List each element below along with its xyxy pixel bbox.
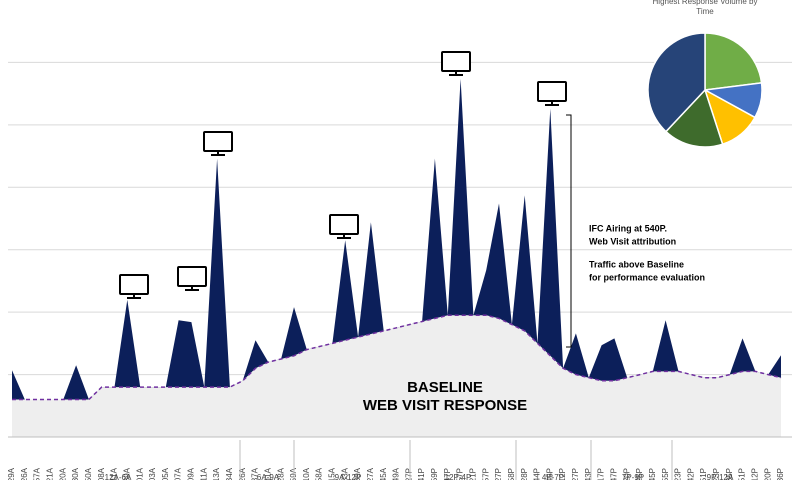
x-tick-label: 12:59P bbox=[430, 468, 439, 480]
x-tick-label: 6:43P bbox=[584, 468, 593, 480]
group-label: 12A-6A bbox=[105, 473, 132, 480]
annotation: Traffic above Baseline bbox=[589, 259, 684, 269]
x-tick-label: 12:29A bbox=[7, 467, 16, 480]
area bbox=[12, 315, 781, 437]
annotation: BASELINE bbox=[407, 379, 483, 396]
annotation: for performance evaluation bbox=[589, 272, 705, 282]
x-tick-label: 1:57P bbox=[456, 468, 465, 480]
pie-title: Highest Response Volume by Time bbox=[652, 0, 758, 16]
x-tick-label: 8:28A bbox=[276, 467, 285, 480]
group-label: 6A-9A bbox=[257, 473, 280, 480]
x-tick-label: 3:20A bbox=[58, 467, 67, 480]
x-tick-label: 12:41P bbox=[417, 468, 426, 480]
x-tick-label: 9:51P bbox=[699, 468, 708, 480]
x-tick-label: 11:36P bbox=[776, 468, 785, 480]
x-tick-label: 9:42P bbox=[686, 468, 695, 480]
x-tick-label: 7:17P bbox=[597, 468, 606, 480]
x-tick-label: 11:49A bbox=[392, 467, 401, 480]
x-tick-label: 10:39A bbox=[353, 467, 362, 480]
x-tick-label: 2:21P bbox=[469, 468, 478, 480]
x-tick-label: 11:45A bbox=[379, 467, 388, 480]
x-tick-label: 5:09A bbox=[187, 467, 196, 480]
group-label: 7P-9P bbox=[622, 473, 644, 480]
x-tick-label: 5:03A bbox=[148, 467, 157, 480]
x-tick-label: 1:26A bbox=[20, 467, 29, 480]
group-label: 9P-12A bbox=[707, 473, 734, 480]
x-tick-label: 5:01A bbox=[135, 467, 144, 480]
x-tick-label: 5:05A bbox=[161, 467, 170, 480]
pie-slice bbox=[704, 32, 763, 91]
annotation: WEB VISIT RESPONSE bbox=[363, 397, 527, 414]
x-tick-label: 5:13A bbox=[212, 467, 221, 480]
x-tick-label: 4:39A bbox=[122, 467, 131, 480]
x-tick-label: 3:50A bbox=[84, 467, 93, 480]
x-tick-label: 8:11A bbox=[263, 467, 272, 480]
x-tick-label: 8:25P bbox=[635, 468, 644, 480]
x-tick-label: 7:37A bbox=[251, 467, 260, 480]
x-tick-label: 5:45P bbox=[545, 468, 554, 480]
x-tick-label: 7:47P bbox=[609, 468, 618, 480]
x-tick-label: 9:23P bbox=[674, 468, 683, 480]
x-tick-label: 4:44P bbox=[533, 468, 542, 480]
pie-slice bbox=[664, 88, 724, 148]
x-tick-label: 9:58A bbox=[315, 467, 324, 480]
x-tick-label: 6:12P bbox=[558, 468, 567, 480]
x-tick-label: 5:34A bbox=[225, 467, 234, 480]
x-tick-label: 10:51P bbox=[738, 468, 747, 480]
group-label: 12P-4P bbox=[445, 473, 472, 480]
x-tick-label: 11:27A bbox=[366, 467, 375, 480]
annotation: Web Visit attribution bbox=[589, 236, 676, 246]
x-tick-label: 8:45P bbox=[648, 468, 657, 480]
x-tick-label: 10:33A bbox=[340, 467, 349, 480]
x-tick-label: 4:08A bbox=[97, 467, 106, 480]
group-label: 4P-7P bbox=[542, 473, 564, 480]
bracket bbox=[566, 114, 572, 348]
x-tick-label: 11:20P bbox=[763, 468, 772, 480]
x-tick-label: 2:21A bbox=[46, 467, 55, 480]
x-tick-label: 10:35P bbox=[725, 468, 734, 480]
x-tick-label: 1:47P bbox=[443, 468, 452, 480]
x-tick-label: 2:57P bbox=[481, 468, 490, 480]
x-tick-label: 10:15A bbox=[328, 467, 337, 480]
x-tick-label: 5:07A bbox=[174, 467, 183, 480]
group-label: 9A-12P bbox=[335, 473, 362, 480]
x-tick-label: 11:12P bbox=[750, 468, 759, 480]
x-tick-label: 4:28P bbox=[520, 468, 529, 480]
x-tick-label: 6:27P bbox=[571, 468, 580, 480]
x-tick-label: 1:57A bbox=[33, 467, 42, 480]
x-tick-label: 7:26A bbox=[238, 467, 247, 480]
pie-slice bbox=[647, 32, 706, 133]
tv-icons bbox=[119, 51, 567, 299]
x-tick-label: 8:20P bbox=[622, 468, 631, 480]
x-tick-label: 12:27P bbox=[404, 468, 413, 480]
x-tick-label: 3:30A bbox=[71, 467, 80, 480]
x-tick-label: 10:23P bbox=[712, 468, 721, 480]
x-tick-label: 5:11A bbox=[199, 467, 208, 480]
x-tick-label: 3:27P bbox=[494, 468, 503, 480]
x-tick-label: 9:10A bbox=[302, 467, 311, 480]
x-tick-label: 3:58P bbox=[507, 468, 516, 480]
x-tick-label: 8:55P bbox=[661, 468, 670, 480]
x-tick-label: 4:11A bbox=[110, 467, 119, 480]
baseline-line bbox=[12, 314, 782, 401]
annotation: IFC Airing at 540P. bbox=[589, 223, 667, 233]
